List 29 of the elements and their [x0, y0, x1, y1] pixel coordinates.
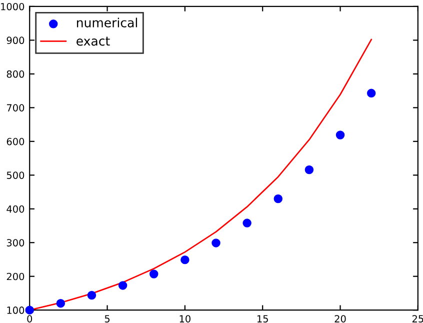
x-tick-label: 5 — [104, 315, 110, 322]
y-tick-label: 100 — [7, 306, 24, 314]
point — [366, 88, 376, 98]
point — [180, 255, 190, 264]
point — [56, 298, 66, 308]
y-tick-label: 500 — [6, 172, 24, 179]
y-tick-label: 400 — [6, 205, 24, 213]
legend-label: exact — [76, 36, 110, 46]
y-tick-label: 900 — [6, 36, 24, 44]
y-tick-label: 600 — [6, 138, 24, 146]
point — [242, 218, 252, 228]
x-tick-label: 15 — [257, 315, 268, 322]
x-tick-label: 25 — [412, 315, 423, 322]
point — [304, 165, 314, 174]
x-tick-label: 10 — [180, 315, 190, 322]
point — [87, 290, 96, 300]
x-tick-label: 0 — [27, 315, 32, 322]
point — [150, 270, 158, 278]
point — [118, 281, 128, 290]
y-tick-label: 300 — [6, 239, 24, 246]
point — [274, 194, 282, 204]
y-tick-label: 800 — [6, 70, 24, 78]
legend-label: numerical — [76, 18, 138, 28]
point — [336, 130, 345, 140]
point — [212, 238, 220, 248]
y-tick-label: 200 — [6, 272, 24, 280]
y-tick-label: 1000 — [1, 2, 24, 10]
y-tick-label: 700 — [6, 104, 24, 112]
x-tick-label: 20 — [334, 315, 346, 322]
